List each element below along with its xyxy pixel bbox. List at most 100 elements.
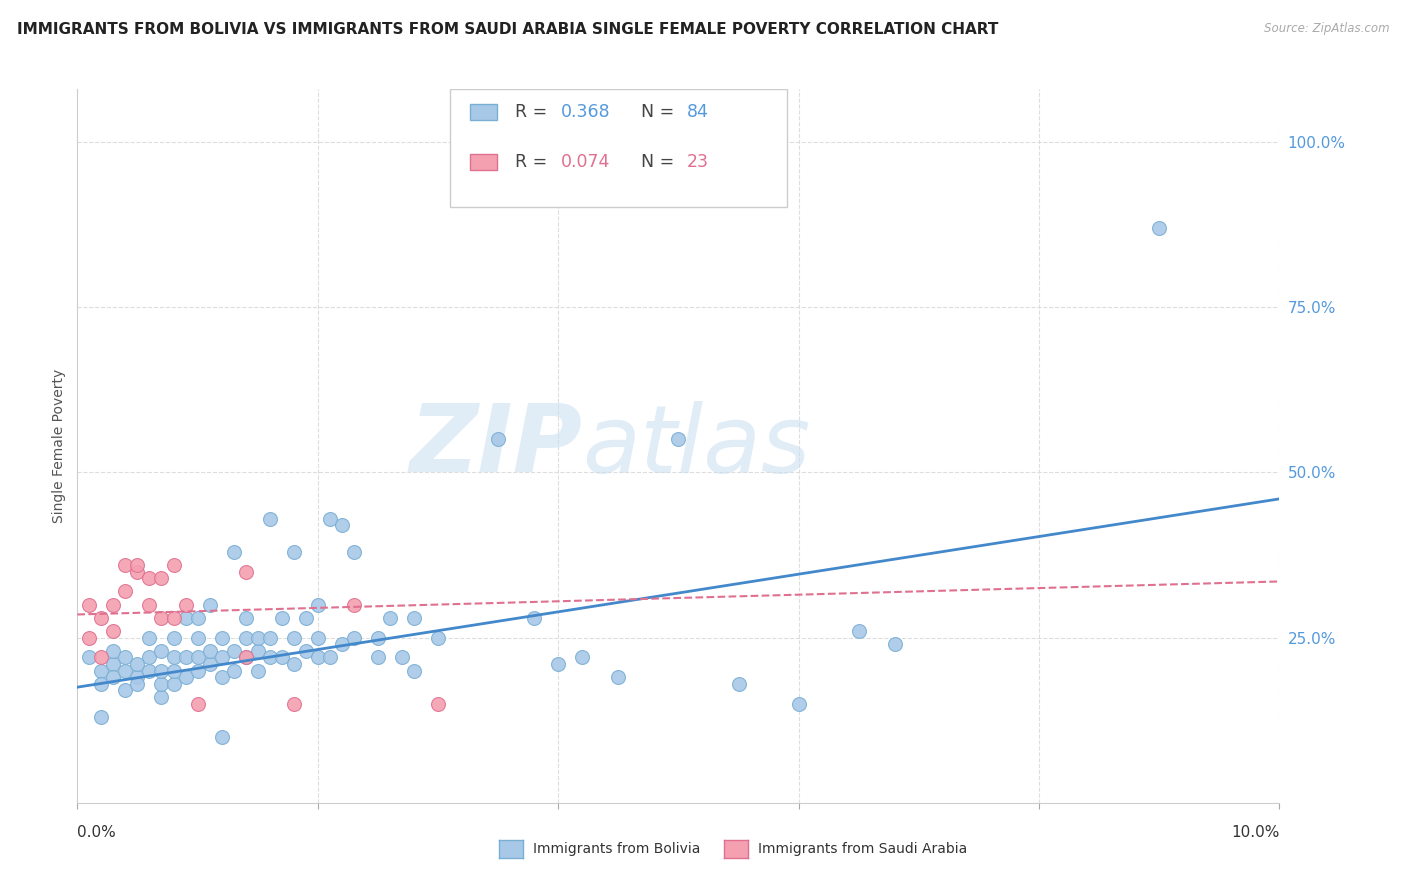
- Point: [162, 558, 184, 572]
- Point: [174, 598, 197, 612]
- Point: [402, 611, 425, 625]
- Point: [270, 611, 292, 625]
- Point: [294, 611, 316, 625]
- Point: [294, 644, 316, 658]
- Point: [283, 697, 305, 711]
- Point: [270, 650, 292, 665]
- Point: [127, 670, 149, 684]
- Point: [222, 644, 245, 658]
- Point: [235, 631, 257, 645]
- Point: [235, 611, 257, 625]
- Point: [307, 598, 329, 612]
- Text: 10.0%: 10.0%: [1232, 825, 1279, 840]
- Point: [283, 657, 305, 671]
- Point: [523, 611, 546, 625]
- Point: [283, 631, 305, 645]
- Text: Immigrants from Saudi Arabia: Immigrants from Saudi Arabia: [758, 842, 967, 856]
- Text: 0.368: 0.368: [561, 103, 610, 121]
- Point: [235, 650, 257, 665]
- Y-axis label: Single Female Poverty: Single Female Poverty: [52, 369, 66, 523]
- Point: [330, 518, 353, 533]
- Point: [114, 683, 136, 698]
- Text: 0.0%: 0.0%: [77, 825, 117, 840]
- Point: [198, 644, 221, 658]
- Point: [259, 650, 281, 665]
- Point: [114, 650, 136, 665]
- Point: [427, 631, 450, 645]
- Point: [848, 624, 870, 638]
- Point: [307, 631, 329, 645]
- Point: [787, 697, 810, 711]
- Text: R =: R =: [515, 153, 553, 171]
- FancyBboxPatch shape: [450, 89, 786, 207]
- Point: [103, 624, 125, 638]
- Point: [150, 611, 173, 625]
- Text: Immigrants from Bolivia: Immigrants from Bolivia: [533, 842, 700, 856]
- Point: [90, 710, 112, 724]
- Point: [330, 637, 353, 651]
- Point: [222, 664, 245, 678]
- Text: 0.074: 0.074: [561, 153, 610, 171]
- Point: [367, 650, 389, 665]
- Point: [187, 664, 209, 678]
- Point: [187, 631, 209, 645]
- Point: [343, 545, 366, 559]
- Text: N =: N =: [641, 153, 681, 171]
- Point: [235, 650, 257, 665]
- Point: [114, 584, 136, 599]
- FancyBboxPatch shape: [471, 154, 496, 169]
- Point: [235, 565, 257, 579]
- Point: [319, 650, 342, 665]
- Text: N =: N =: [641, 103, 681, 121]
- Point: [114, 558, 136, 572]
- Point: [174, 650, 197, 665]
- Point: [198, 598, 221, 612]
- Point: [547, 657, 569, 671]
- Point: [486, 433, 509, 447]
- Point: [1149, 221, 1171, 235]
- Point: [668, 433, 690, 447]
- Point: [246, 664, 269, 678]
- Point: [427, 697, 450, 711]
- Point: [259, 511, 281, 525]
- Point: [103, 657, 125, 671]
- Point: [211, 650, 233, 665]
- Point: [162, 664, 184, 678]
- Point: [103, 644, 125, 658]
- Point: [127, 677, 149, 691]
- Point: [138, 631, 160, 645]
- Point: [174, 611, 197, 625]
- Point: [79, 631, 101, 645]
- Point: [211, 730, 233, 744]
- Point: [187, 650, 209, 665]
- Point: [138, 598, 160, 612]
- Point: [127, 657, 149, 671]
- Text: atlas: atlas: [582, 401, 810, 491]
- Point: [127, 558, 149, 572]
- Point: [211, 670, 233, 684]
- Point: [727, 677, 749, 691]
- Text: R =: R =: [515, 103, 553, 121]
- Point: [283, 545, 305, 559]
- Point: [174, 670, 197, 684]
- Point: [90, 611, 112, 625]
- Text: ZIP: ZIP: [409, 400, 582, 492]
- Point: [90, 677, 112, 691]
- Point: [198, 657, 221, 671]
- Point: [138, 650, 160, 665]
- Text: 23: 23: [686, 153, 709, 171]
- Point: [150, 664, 173, 678]
- Point: [162, 677, 184, 691]
- Point: [343, 598, 366, 612]
- Point: [607, 670, 630, 684]
- Text: Source: ZipAtlas.com: Source: ZipAtlas.com: [1264, 22, 1389, 36]
- Point: [571, 650, 593, 665]
- Point: [150, 690, 173, 704]
- Text: IMMIGRANTS FROM BOLIVIA VS IMMIGRANTS FROM SAUDI ARABIA SINGLE FEMALE POVERTY CO: IMMIGRANTS FROM BOLIVIA VS IMMIGRANTS FR…: [17, 22, 998, 37]
- Point: [187, 611, 209, 625]
- Text: 84: 84: [686, 103, 709, 121]
- Point: [246, 644, 269, 658]
- Point: [103, 670, 125, 684]
- Point: [259, 631, 281, 645]
- Point: [246, 631, 269, 645]
